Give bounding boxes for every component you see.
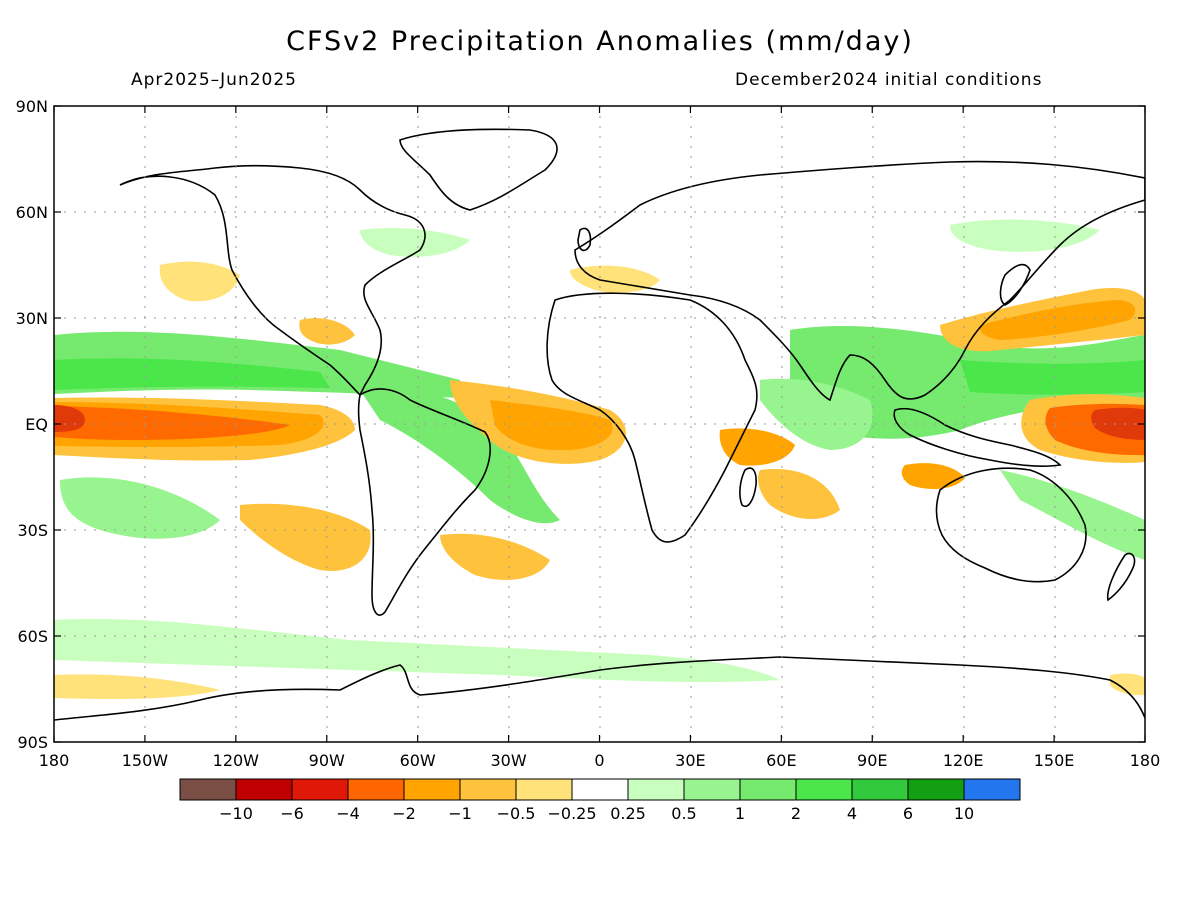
colorbar-swatch — [683, 778, 741, 801]
coast-new-zealand — [1106, 552, 1136, 602]
lon-tick-label: 180 — [1130, 751, 1161, 770]
lon-tick-label: 90E — [857, 751, 887, 770]
lon-tick-label: 180 — [39, 751, 70, 770]
colorbar-swatch — [403, 778, 461, 801]
coast-madagascar — [739, 467, 757, 507]
lon-tick-label: 30E — [675, 751, 705, 770]
forecast-period: Apr2025–Jun2025 — [131, 70, 297, 90]
coast-indonesia — [893, 407, 1062, 467]
colorbar-label: 1 — [735, 804, 745, 823]
colorbar-label: −0.5 — [497, 804, 536, 823]
colorbar-label: −2 — [392, 804, 416, 823]
wet-southern-ocean — [54, 619, 780, 683]
lon-tick-label: 120E — [943, 751, 984, 770]
coast-north-america — [119, 164, 426, 397]
map-title: CFSv2 Precipitation Anomalies (mm/day) — [286, 26, 914, 57]
colorbar-swatch — [571, 778, 629, 801]
longitude-ticks: 180 150W 120W 90W 60W 30W 0 30E 60E 90E 120E 150E 18… — [39, 106, 1161, 770]
lon-tick-label: 60E — [766, 751, 796, 770]
dry-indian — [719, 428, 795, 466]
coast-japan — [999, 263, 1031, 306]
coast-antarctica — [54, 656, 1145, 721]
colorbar-label: 2 — [791, 804, 801, 823]
anomaly-field — [54, 219, 1145, 700]
wet-spcz — [1000, 470, 1145, 560]
dry-southern-pacific-band — [54, 674, 220, 700]
dry-australia-nw — [901, 463, 965, 490]
colorbar-swatch — [795, 778, 853, 801]
lat-tick-label: EQ — [25, 415, 48, 434]
wet-indian — [760, 378, 873, 450]
dry-east-asia-core — [979, 300, 1136, 340]
lon-tick-label: 60W — [400, 751, 436, 770]
dry-south-pacific-east — [240, 503, 371, 571]
lon-tick-label: 90W — [309, 751, 345, 770]
colorbar-label: −1 — [448, 804, 472, 823]
latitude-ticks: 90N 60N 30N EQ 30S 60S 90S — [16, 97, 1145, 752]
graticule — [54, 106, 1145, 742]
colorbar-swatch — [851, 778, 909, 801]
coast-eurasia — [574, 160, 1145, 402]
colorbar-label: −4 — [336, 804, 360, 823]
colorbar-swatch — [459, 778, 517, 801]
dry-ross-sea — [1110, 673, 1145, 696]
coast-greenland — [399, 128, 558, 211]
colorbar-label: 10 — [954, 804, 974, 823]
colorbar-swatch — [235, 778, 293, 801]
coast-south-america — [357, 388, 491, 616]
dry-south-atlantic — [440, 533, 550, 580]
lon-tick-label: 150W — [122, 751, 169, 770]
dry-core-west-pacific — [1091, 407, 1145, 440]
coast-australia — [935, 467, 1087, 583]
lat-tick-label: 30N — [16, 309, 48, 328]
colorbar-swatch — [291, 778, 349, 801]
lon-tick-label: 0 — [594, 751, 604, 770]
colorbar-label: 0.25 — [610, 804, 646, 823]
lat-tick-label: 90S — [17, 733, 48, 752]
colorbar-label: 4 — [847, 804, 857, 823]
colorbar-label: −10 — [219, 804, 253, 823]
colorbar: −10 −6 −4 −2 −1 −0.5 −0.25 0.25 0.5 1 2 4 6 10 — [179, 778, 1021, 823]
colorbar-swatch — [627, 778, 685, 801]
colorbar-label: −6 — [280, 804, 304, 823]
dry-core-pacific-eq — [54, 406, 290, 440]
colorbar-swatch — [347, 778, 405, 801]
dry-atlantic-eq-core — [490, 400, 613, 451]
colorbar-swatch — [515, 778, 573, 801]
lat-tick-label: 30S — [17, 521, 48, 540]
colorbar-swatch — [179, 778, 237, 801]
wet-north-pacific — [950, 219, 1100, 252]
dry-indian-south — [758, 469, 840, 520]
lat-tick-label: 60N — [16, 203, 48, 222]
lon-tick-label: 150E — [1034, 751, 1075, 770]
colorbar-label: 0.5 — [671, 804, 696, 823]
wet-core-pacific-north — [54, 358, 330, 390]
dry-strong-pacific-east — [54, 405, 85, 432]
coast-uk — [577, 227, 592, 252]
wet-south-pacific — [60, 477, 220, 539]
lon-tick-label: 30W — [490, 751, 526, 770]
coast-africa — [546, 292, 758, 543]
lon-tick-label: 120W — [213, 751, 260, 770]
coastlines — [54, 128, 1145, 721]
wet-north-atlantic — [360, 228, 470, 257]
colorbar-label: −0.25 — [547, 804, 596, 823]
colorbar-label: 6 — [903, 804, 913, 823]
wet-core-west-pacific — [960, 360, 1145, 395]
initial-conditions: December2024 initial conditions — [735, 70, 1043, 90]
wet-atlantic — [360, 386, 560, 524]
colorbar-swatch — [907, 778, 965, 801]
dry-gulf — [299, 318, 355, 345]
lat-tick-label: 90N — [16, 97, 48, 116]
colorbar-swatch — [739, 778, 797, 801]
dry-north-pacific — [159, 261, 240, 302]
lat-tick-label: 60S — [17, 627, 48, 646]
colorbar-swatch — [963, 778, 1021, 801]
